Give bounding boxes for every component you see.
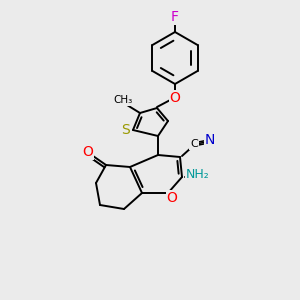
Text: F: F xyxy=(171,10,179,24)
Text: CH₃: CH₃ xyxy=(113,95,133,105)
Text: C: C xyxy=(190,139,198,149)
Text: O: O xyxy=(169,91,180,105)
Text: N: N xyxy=(205,133,215,147)
Text: O: O xyxy=(167,191,177,205)
Text: S: S xyxy=(121,123,129,137)
Text: O: O xyxy=(82,145,93,159)
Text: NH₂: NH₂ xyxy=(186,169,210,182)
